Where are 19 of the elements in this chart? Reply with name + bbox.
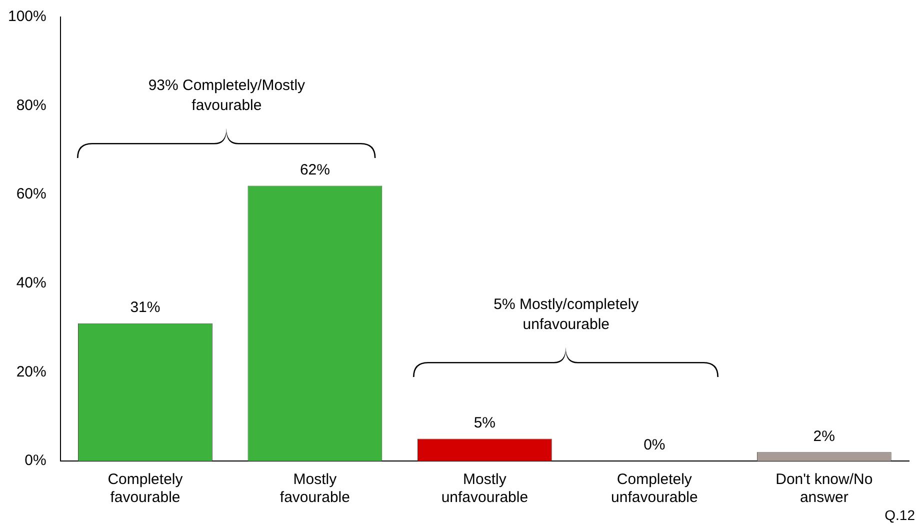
annotation: 93% Completely/Mostly favourable: [147, 76, 306, 116]
data-label: 31%: [130, 299, 160, 316]
x-tick-label: Don't know/No answer: [776, 471, 873, 506]
data-label: 5%: [474, 414, 496, 432]
x-tick-label: Completely unfavourable: [611, 471, 698, 506]
y-tick-label: 20%: [16, 363, 46, 380]
x-tick-label: Completely favourable: [108, 471, 184, 506]
data-label: 0%: [644, 436, 666, 454]
y-tick-label: 100%: [8, 8, 46, 26]
y-tick-label: 80%: [16, 96, 46, 114]
y-tick-label: 60%: [16, 186, 46, 203]
x-tick-label: Mostly unfavourable: [441, 471, 528, 506]
text: Q.12: [884, 507, 915, 523]
annotation: 5% Mostly/completely unfavourable: [492, 294, 640, 335]
y-tick-label: 40%: [16, 274, 46, 292]
y-tick-label: 0%: [24, 452, 46, 470]
data-label: 62%: [300, 161, 330, 178]
data-label: 2%: [813, 428, 835, 445]
x-tick-label: Mostly favourable: [280, 471, 350, 506]
